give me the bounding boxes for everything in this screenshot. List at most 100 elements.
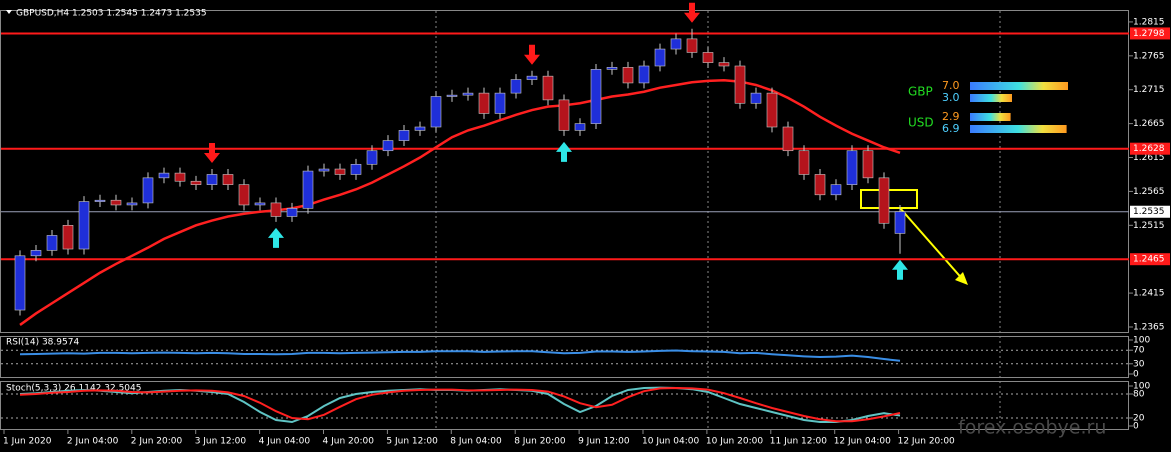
fractal-down	[524, 44, 540, 65]
candle-body	[254, 202, 266, 206]
x-tick-label: 12 Jun 20:00	[898, 437, 955, 447]
moving-average	[19, 78, 901, 326]
candle-body	[798, 150, 810, 175]
candle-body	[830, 184, 842, 196]
candle-body	[670, 38, 682, 50]
y-tick-label: 0	[1133, 370, 1139, 380]
forecast-arrow-head	[955, 272, 968, 285]
chart-title: GBPUSD,H4 1.2503 1.2545 1.2473 1.2535	[16, 9, 207, 19]
candle-body	[414, 126, 426, 131]
candle-body	[814, 174, 826, 196]
candle-body	[222, 174, 234, 185]
candle-body	[462, 92, 474, 96]
candle-body	[62, 224, 74, 250]
candle-body	[894, 211, 906, 234]
y-tick-label: 1.2515	[1133, 221, 1165, 231]
strength-meter	[970, 125, 1067, 133]
candle-body	[782, 126, 794, 152]
y-tick-label: 1.2665	[1133, 119, 1165, 129]
candle-body	[430, 96, 442, 128]
candle-body	[766, 92, 778, 128]
strength-value: 3.0	[942, 91, 960, 104]
candle-body	[494, 92, 506, 114]
candle-body	[526, 75, 538, 80]
candle-body	[478, 92, 490, 114]
x-tick-label: 8 Jun 20:00	[514, 437, 566, 447]
y-tick-label: 100	[1133, 336, 1150, 346]
y-tick-label: 1.2765	[1133, 51, 1165, 61]
candle-body	[574, 123, 586, 131]
currency-name: GBP	[908, 85, 933, 99]
strength-value: 2.9	[942, 110, 960, 123]
fractal-down	[204, 143, 220, 164]
candle-body	[270, 202, 282, 217]
level-label-bg	[1130, 142, 1170, 155]
candle-body	[734, 65, 746, 104]
candle-body	[622, 67, 634, 84]
x-tick-label: 9 Jun 12:00	[578, 437, 630, 447]
candle-body	[206, 174, 218, 185]
candle-body	[238, 184, 250, 206]
y-tick-label: 100	[1133, 382, 1150, 392]
candle-body	[606, 67, 618, 70]
strength-meter	[970, 94, 1012, 102]
x-tick-label: 2 Jun 04:00	[67, 437, 119, 447]
x-tick-label: 10 Jun 20:00	[706, 437, 763, 447]
candle-body	[14, 255, 26, 311]
candle-body	[638, 65, 650, 84]
currency-name: USD	[908, 116, 934, 130]
candle-body	[382, 140, 394, 152]
x-tick-label: 1 Jun 2020	[3, 437, 52, 447]
y-tick-label: 80	[1133, 390, 1145, 400]
stoch-title: Stoch(5,3,3) 26.1142 32.5045	[6, 384, 141, 394]
candle-body	[366, 150, 378, 165]
candle-body	[654, 48, 666, 67]
candle-body	[94, 199, 106, 202]
menu-triangle	[6, 10, 12, 14]
level-label: 1.2628	[1133, 144, 1165, 154]
rsi-title: RSI(14) 38.9574	[6, 338, 79, 348]
stoch-panel	[0, 381, 1129, 430]
candle-body	[318, 168, 330, 172]
candle-body	[686, 38, 698, 53]
main-panel	[0, 10, 1129, 333]
candle-body	[558, 99, 570, 131]
y-tick-label: 1.2715	[1133, 85, 1165, 95]
candle-body	[142, 177, 154, 204]
fractal-down	[684, 2, 700, 23]
y-tick-label: 30	[1133, 359, 1145, 369]
candle-body	[718, 62, 730, 67]
last-price-label: 1.2535	[1133, 207, 1165, 217]
level-label: 1.2798	[1133, 29, 1165, 39]
candle-body	[110, 199, 122, 206]
y-tick-label: 1.2565	[1133, 187, 1165, 197]
candle-body	[302, 170, 314, 209]
candle-body	[350, 163, 362, 175]
x-tick-label: 3 Jun 12:00	[195, 437, 247, 447]
candle-body	[158, 172, 170, 179]
watermark: forex.osobye.ru	[958, 417, 1106, 439]
x-tick-label: 12 Jun 04:00	[834, 437, 891, 447]
x-tick-label: 10 Jun 04:00	[642, 437, 699, 447]
y-tick-label: 1.2365	[1133, 322, 1165, 332]
candle-body	[78, 201, 90, 250]
last-price-bg	[1130, 205, 1170, 218]
x-tick-label: 4 Jun 20:00	[323, 437, 375, 447]
y-tick-label: 1.2415	[1133, 289, 1165, 299]
level-label-bg	[1130, 253, 1170, 266]
fractal-up	[892, 259, 908, 280]
stoch-line	[19, 386, 901, 423]
candle-body	[750, 92, 762, 104]
y-tick-label: 70	[1133, 346, 1145, 356]
fractal-up	[268, 227, 284, 248]
rsi-panel	[0, 336, 1129, 378]
candle-body	[398, 130, 410, 141]
candle-body	[190, 180, 202, 185]
candle-body	[30, 250, 42, 257]
y-tick-label: 1.2615	[1133, 153, 1165, 163]
candle-body	[334, 168, 346, 175]
candle-body	[286, 208, 298, 217]
candle-body	[446, 94, 458, 97]
